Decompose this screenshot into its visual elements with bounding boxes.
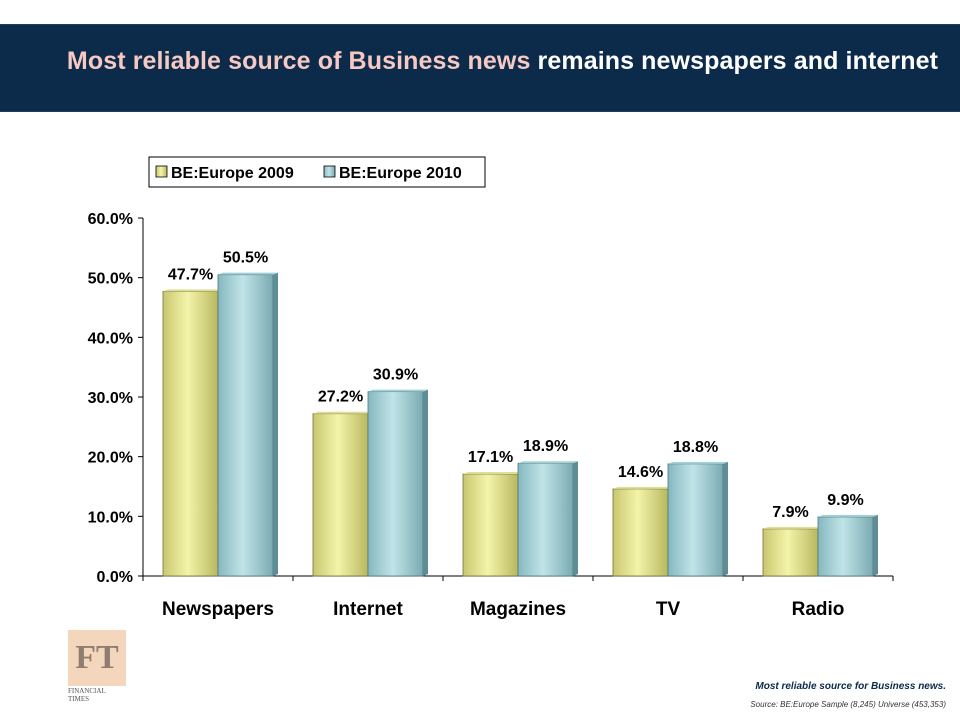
bar-radio-s2 xyxy=(817,514,878,577)
bar-face xyxy=(817,516,874,577)
ft-logo-text: FT xyxy=(75,639,119,676)
y-tick-label: 30.0% xyxy=(88,390,133,407)
chart-data-labels: 47.7% 50.5% 27.2% 30.9% 17.1% 18.9% 14.6% 18.8%… xyxy=(168,250,864,521)
bar-newspapers-s1 xyxy=(162,289,223,577)
ft-logo-line1: FINANCIAL xyxy=(68,687,106,695)
bar-top xyxy=(163,289,223,292)
data-label: 17.1% xyxy=(468,449,513,466)
bar-face xyxy=(517,462,574,577)
bar-newspapers-s2 xyxy=(217,272,278,577)
bar-top xyxy=(518,461,578,464)
y-tick-label: 60.0% xyxy=(88,211,133,228)
chart-axes: 0.0% 10.0% 20.0% 30.0% 40.0% 50.0% 60.0% Newspa… xyxy=(88,211,894,620)
x-tick-label: Radio xyxy=(792,599,845,620)
bar-side xyxy=(873,514,878,576)
bar-top xyxy=(668,461,728,464)
y-tick-label: 0.0% xyxy=(97,569,133,586)
data-label: 27.2% xyxy=(318,389,363,406)
title-banner xyxy=(0,24,960,112)
bar-top xyxy=(818,514,878,517)
legend-swatch xyxy=(323,165,336,178)
bar-top xyxy=(313,411,373,414)
bar-face xyxy=(312,413,369,577)
ft-logo: FT xyxy=(68,630,126,686)
data-label: 9.9% xyxy=(827,492,863,509)
ft-logo-line2: TIMES xyxy=(68,695,89,703)
bar-face xyxy=(667,463,724,577)
bar-top xyxy=(613,486,673,489)
bar-side xyxy=(723,461,728,576)
legend-label: BE:Europe 2009 xyxy=(171,165,294,182)
x-tick-label: TV xyxy=(656,599,681,620)
bar-face xyxy=(367,391,424,577)
data-label: 18.8% xyxy=(673,439,718,456)
legend-swatch xyxy=(155,165,168,178)
data-label: 7.9% xyxy=(772,504,808,521)
page-title-highlight: Most reliable source of Business news xyxy=(66,47,531,75)
bar-top xyxy=(368,389,428,392)
bar-magazines-s2 xyxy=(517,461,578,577)
data-label: 14.6% xyxy=(618,464,663,481)
legend-box xyxy=(148,156,486,188)
x-tick-label: Internet xyxy=(333,599,403,620)
bar-top xyxy=(463,471,523,474)
bar-magazines-s1 xyxy=(462,471,523,577)
chart-bars xyxy=(162,272,878,577)
bar-face xyxy=(217,274,274,577)
bar-side xyxy=(573,461,578,576)
ft-logo-name: FINANCIAL TIMES xyxy=(68,687,106,703)
data-label: 50.5% xyxy=(223,250,268,267)
data-label: 47.7% xyxy=(168,266,213,283)
x-tick-label: Newspapers xyxy=(162,599,274,620)
bar-face xyxy=(162,290,219,577)
legend-label: BE:Europe 2010 xyxy=(339,165,462,182)
bar-internet-s2 xyxy=(367,389,428,577)
data-label: 18.9% xyxy=(523,438,568,455)
y-tick-label: 20.0% xyxy=(88,450,133,467)
chart-source: Source: BE:Europe Sample (8,245) Univers… xyxy=(750,700,946,709)
bar-top xyxy=(763,526,823,529)
bar-internet-s1 xyxy=(312,411,373,577)
bar-face xyxy=(762,528,819,577)
page-title-rest: remains newspapers and internet xyxy=(530,47,938,75)
y-tick-label: 10.0% xyxy=(88,509,133,526)
bar-face xyxy=(462,473,519,577)
y-tick-label: 40.0% xyxy=(88,330,133,347)
bar-tv-s1 xyxy=(612,486,673,577)
bar-tv-s2 xyxy=(667,461,728,577)
y-tick-label: 50.0% xyxy=(88,271,133,288)
bar-top xyxy=(218,272,278,275)
x-tick-label: Magazines xyxy=(470,599,566,620)
bar-face xyxy=(612,488,669,577)
page-title: Most reliable source of Business news re… xyxy=(67,47,938,76)
bar-side xyxy=(423,389,428,576)
data-label: 30.9% xyxy=(373,367,418,384)
chart-legend: BE:Europe 2009 BE:Europe 2010 xyxy=(148,156,486,188)
bar-side xyxy=(273,272,278,576)
bar-radio-s1 xyxy=(762,526,823,577)
chart-caption: Most reliable source for Business news. xyxy=(755,681,946,692)
